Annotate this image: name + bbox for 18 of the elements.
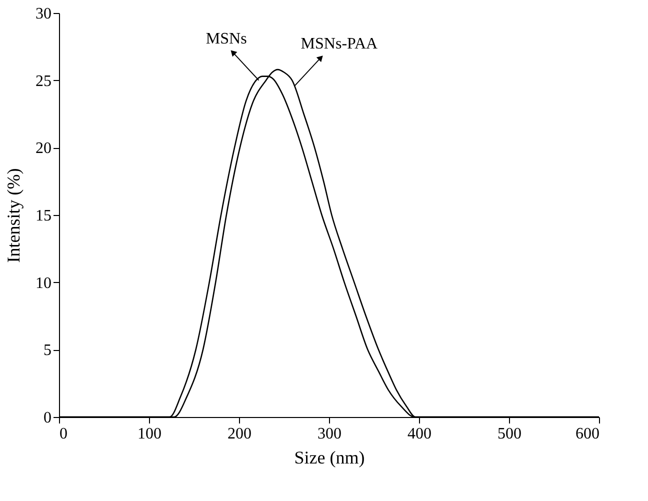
x-tick-label: 300 bbox=[318, 426, 342, 442]
y-tick-label: 30 bbox=[36, 6, 52, 22]
x-tick-label: 200 bbox=[228, 426, 252, 442]
y-tick-label: 20 bbox=[36, 140, 52, 158]
y-tick-label: 0 bbox=[44, 410, 52, 426]
x-tick-label: 100 bbox=[138, 426, 162, 442]
y-tick-label: 10 bbox=[36, 274, 52, 292]
x-axis-title: Size (nm) bbox=[294, 448, 365, 468]
x-tick-label: 400 bbox=[408, 426, 432, 442]
annotation: MSNs-PAA bbox=[300, 36, 378, 53]
x-tick-label: 600 bbox=[576, 426, 600, 442]
y-axis-title: Intensity (%) bbox=[4, 168, 24, 263]
annotation: MSNs bbox=[206, 30, 247, 48]
y-tick-label: 25 bbox=[36, 72, 52, 90]
y-tick-label: 5 bbox=[44, 342, 52, 360]
x-tick-label: 0 bbox=[60, 426, 68, 442]
x-tick-label: 500 bbox=[498, 426, 522, 442]
y-tick-label: 15 bbox=[36, 208, 52, 224]
